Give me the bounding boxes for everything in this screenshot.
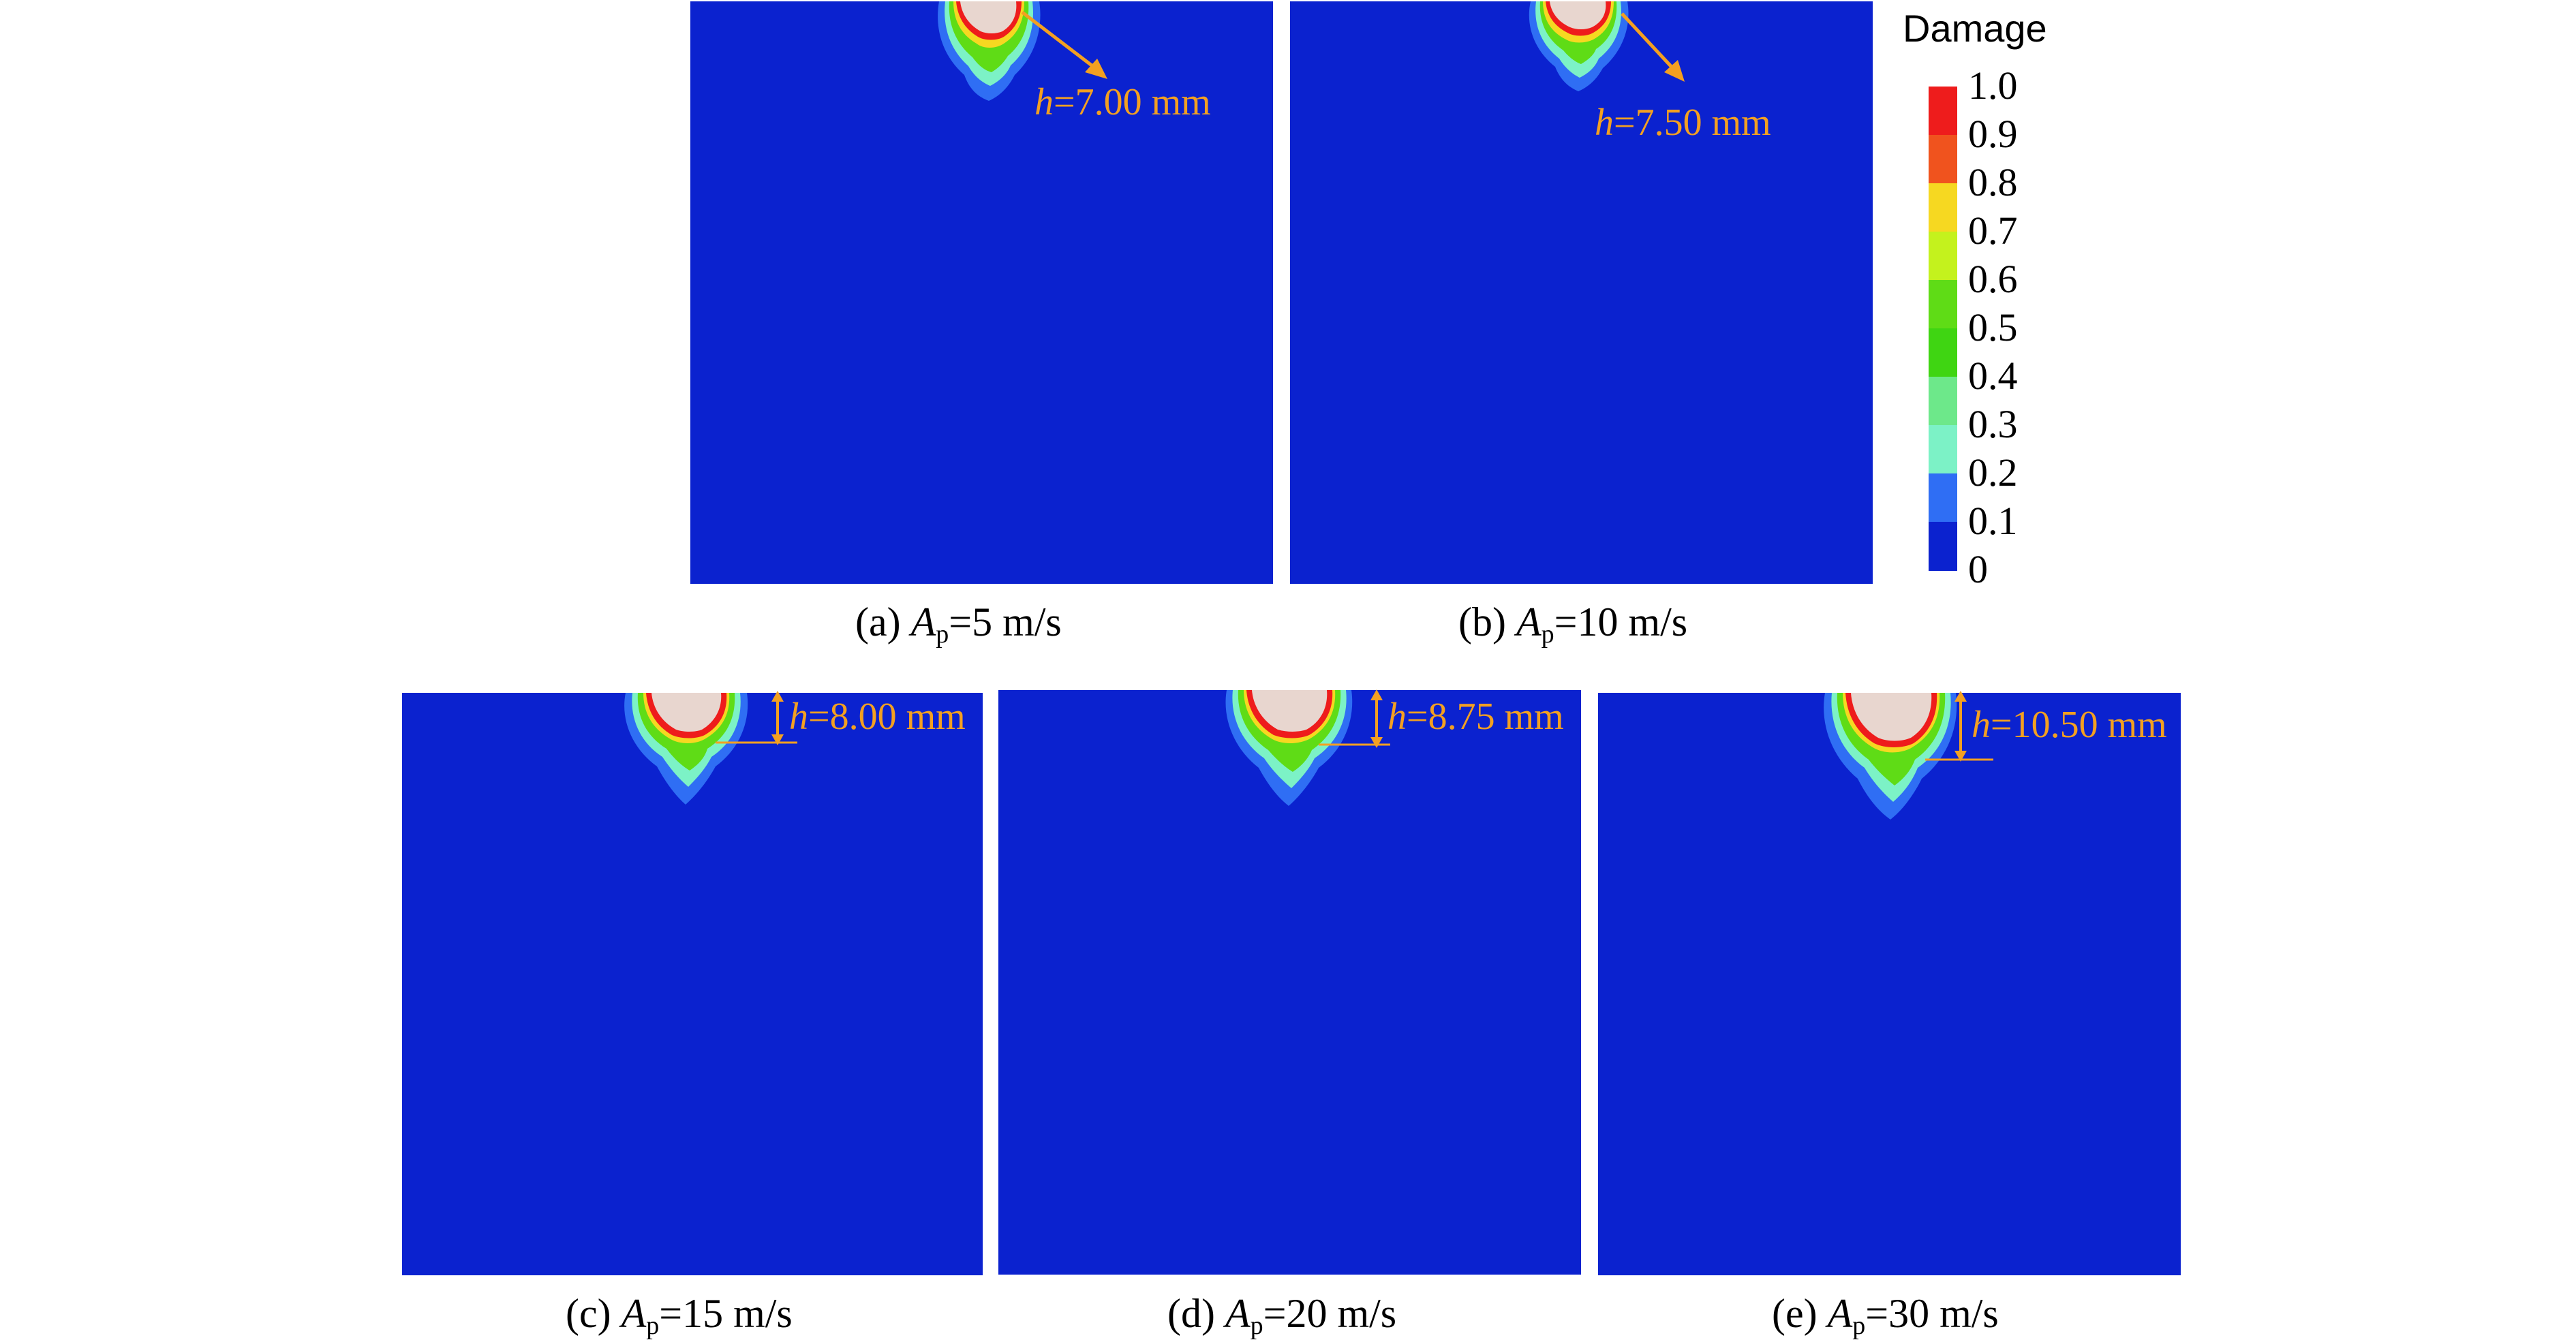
damage-depth-label-d: h=8.75 mm: [1387, 696, 1564, 738]
annotation-arrow-b: [1621, 12, 1685, 82]
panel-d: [998, 690, 1581, 1275]
specimen-block: [1290, 1, 1873, 584]
damage-colorbar: [1929, 87, 1957, 571]
panel-e: [1598, 693, 2181, 1275]
damage-zone: [624, 693, 748, 805]
colorbar-segment: [1929, 473, 1957, 523]
colorbar-segment: [1929, 328, 1957, 377]
colorbar-tick-label: 0.3: [1968, 402, 2018, 446]
dimension-arrow-c: [771, 691, 784, 745]
dimension-arrow-d: [1370, 689, 1383, 748]
annotation-arrow-a: [1021, 11, 1107, 79]
caption-b: (b) Ap=10 m/s: [1458, 599, 1688, 649]
damage-contour-c: [402, 693, 983, 1275]
damage-depth-label-c: h=8.00 mm: [789, 696, 966, 738]
damage-depth-label-b: h=7.50 mm: [1595, 102, 1771, 144]
damage-zone: [1824, 693, 1957, 820]
caption-c: (c) Ap=15 m/s: [566, 1291, 793, 1340]
colorbar-tick-label: 0.2: [1968, 450, 2018, 495]
colorbar-tick-label: 0.5: [1968, 305, 2018, 349]
colorbar-tick-label: 0.9: [1968, 112, 2018, 156]
specimen-block: [690, 1, 1273, 584]
damage-zone: [1225, 690, 1353, 806]
colorbar-segment: [1929, 135, 1957, 184]
colorbar-tick-label: 0.1: [1968, 499, 2018, 543]
damage-contour-d: [998, 690, 1581, 1275]
caption-a: (a) Ap=5 m/s: [855, 599, 1062, 649]
colorbar-tick-label: 0.4: [1968, 354, 2018, 398]
colorbar-segment: [1929, 183, 1957, 232]
panel-b: [1290, 1, 1873, 584]
dimension-arrow-e: [1954, 691, 1967, 762]
damage-contour-a: [690, 1, 1273, 584]
caption-d: (d) Ap=20 m/s: [1167, 1291, 1397, 1340]
caption-e: (e) Ap=30 m/s: [1772, 1291, 1999, 1340]
panel-a: [690, 1, 1273, 584]
damage-depth-label-a: h=7.00 mm: [1034, 81, 1211, 123]
panel-c: [402, 693, 983, 1275]
damage-zone: [1529, 1, 1629, 91]
damage-contour-e: [1598, 693, 2181, 1275]
colorbar-tick-label: 0.6: [1968, 257, 2018, 301]
colorbar-tick-label: 0.7: [1968, 208, 2018, 253]
legend-title: Damage: [1903, 7, 2047, 50]
damage-contour-b: [1290, 1, 1873, 584]
colorbar-segment: [1929, 522, 1957, 571]
colorbar-segment: [1929, 377, 1957, 426]
colorbar-tick-label: 1.0: [1968, 63, 2018, 108]
colorbar-tick-label: 0: [1968, 547, 1988, 591]
colorbar-tick-label: 0.8: [1968, 160, 2018, 204]
colorbar-segment: [1929, 232, 1957, 281]
colorbar-segment: [1929, 280, 1957, 329]
colorbar-segment: [1929, 87, 1957, 136]
damage-zone: [938, 1, 1041, 101]
colorbar-segment: [1929, 425, 1957, 474]
damage-depth-label-e: h=10.50 mm: [1972, 704, 2167, 746]
